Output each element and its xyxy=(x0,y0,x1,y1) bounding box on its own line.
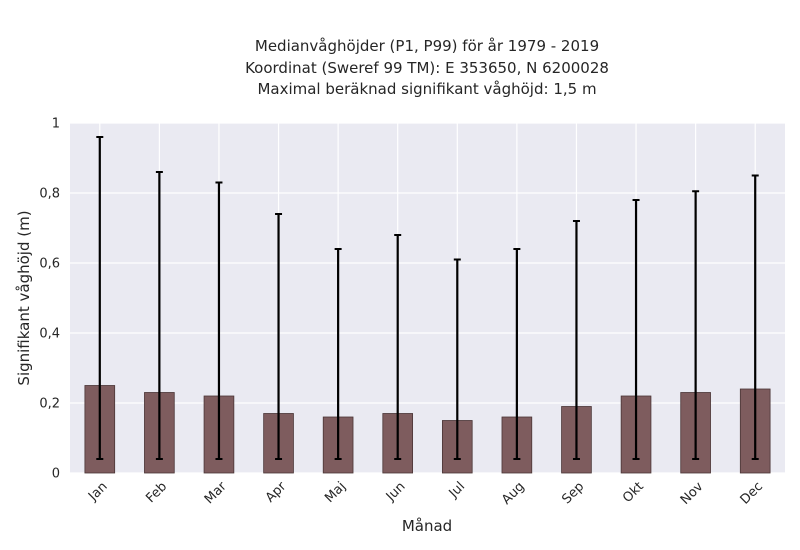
y-tick-label: 0,2 xyxy=(39,397,60,412)
chart-title-line-2: Koordinat (Sweref 99 TM): E 353650, N 62… xyxy=(245,59,609,77)
x-axis-label: Månad xyxy=(402,517,452,535)
error-bars xyxy=(96,136,759,460)
chart-title-line-3: Maximal beräknad signifikant våghöjd: 1,… xyxy=(257,80,596,98)
y-tick-label: 0 xyxy=(52,467,60,482)
x-tick-label: Jan xyxy=(85,479,110,504)
y-tick-label: 0,6 xyxy=(39,257,60,272)
y-tick-label: 0,8 xyxy=(39,187,60,202)
x-tick-label: Sep xyxy=(559,479,587,507)
x-tick-label: Nov xyxy=(678,479,707,508)
x-tick-labels: Jan Feb Mar Apr Maj Jun Jul Aug Sep Okt Nov Dec xyxy=(85,479,766,508)
x-tick-label: Dec xyxy=(738,479,766,507)
x-tick-label: Jul xyxy=(446,479,468,501)
chart-title-line-1: Medianvåghöjder (P1, P99) för år 1979 - … xyxy=(255,37,599,55)
x-tick-label: Feb xyxy=(143,479,170,506)
x-tick-label: Mar xyxy=(202,479,230,507)
x-tick-label: Aug xyxy=(499,479,528,508)
y-tick-label: 1 xyxy=(52,117,60,132)
x-tick-label: Apr xyxy=(263,479,290,506)
x-tick-label: Maj xyxy=(322,479,349,506)
y-axis-label: Signifikant våghöjd (m) xyxy=(15,210,33,385)
plot-area xyxy=(70,123,785,473)
x-tick-label: Okt xyxy=(620,479,647,506)
y-tick-label: 0,4 xyxy=(39,327,60,342)
x-tick-label: Jun xyxy=(383,479,409,505)
y-tick-labels: 0 0,2 0,4 0,6 0,8 1 xyxy=(39,117,60,482)
